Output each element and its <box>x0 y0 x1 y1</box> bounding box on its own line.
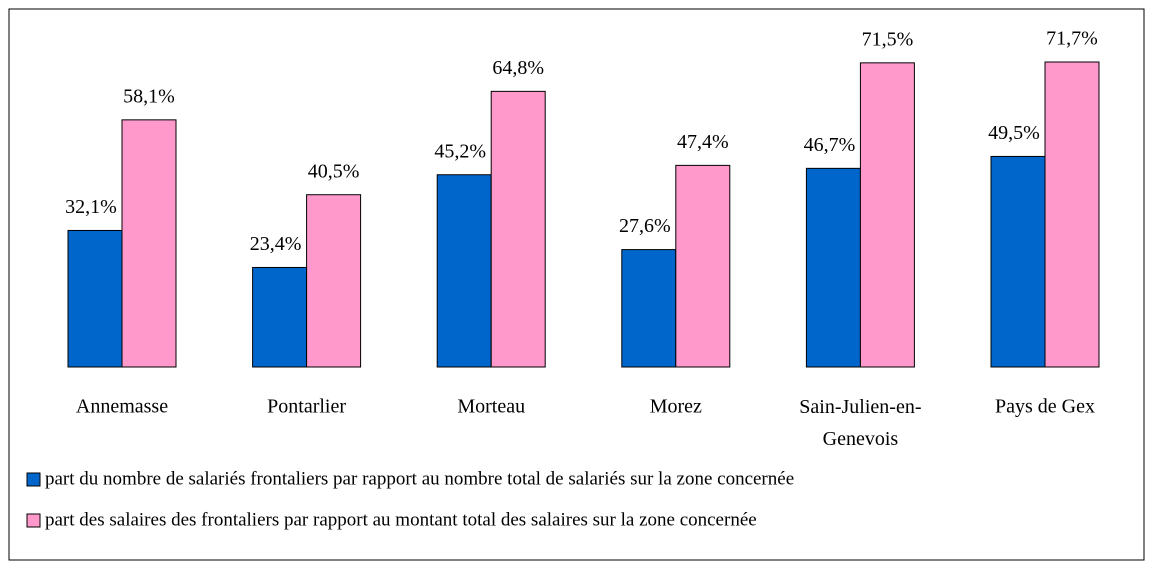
bar <box>621 249 677 368</box>
legend-label: part du nombre de salariés frontaliers p… <box>45 468 794 489</box>
data-label: 71,7% <box>1046 28 1098 50</box>
bar <box>121 119 177 368</box>
bar <box>805 167 861 368</box>
bar <box>859 62 915 368</box>
data-label: 40,5% <box>308 160 360 182</box>
data-label: 32,1% <box>65 196 117 218</box>
data-label: 47,4% <box>677 131 729 153</box>
legend-label: part des salaires des frontaliers par ra… <box>45 509 757 530</box>
bar <box>436 174 492 368</box>
bar <box>252 266 308 368</box>
data-label: 58,1% <box>123 85 175 107</box>
bar <box>1044 61 1100 368</box>
bar <box>675 164 731 368</box>
x-tick-label: Sain-Julien-en-Genevois <box>799 396 921 450</box>
bar <box>306 194 362 368</box>
data-label: 45,2% <box>434 140 486 162</box>
data-label: 64,8% <box>492 57 544 79</box>
bar <box>67 229 123 368</box>
data-label: 46,7% <box>804 134 856 156</box>
x-tick-label: Annemasse <box>76 396 168 418</box>
chart-frame <box>8 8 1145 561</box>
data-label: 49,5% <box>988 122 1040 144</box>
data-label: 23,4% <box>250 233 302 255</box>
x-tick-label: Morteau <box>457 396 525 418</box>
bar <box>490 90 546 368</box>
x-tick-label: Pays de Gex <box>995 396 1095 418</box>
x-tick-label: Morez <box>650 396 702 418</box>
data-label: 27,6% <box>619 215 671 237</box>
x-tick-label: Pontarlier <box>267 396 346 418</box>
bar <box>990 155 1046 368</box>
legend-swatch <box>26 513 41 528</box>
legend: part du nombre de salariés frontaliers p… <box>26 468 794 530</box>
legend-swatch <box>26 472 41 487</box>
data-label: 71,5% <box>862 28 914 50</box>
